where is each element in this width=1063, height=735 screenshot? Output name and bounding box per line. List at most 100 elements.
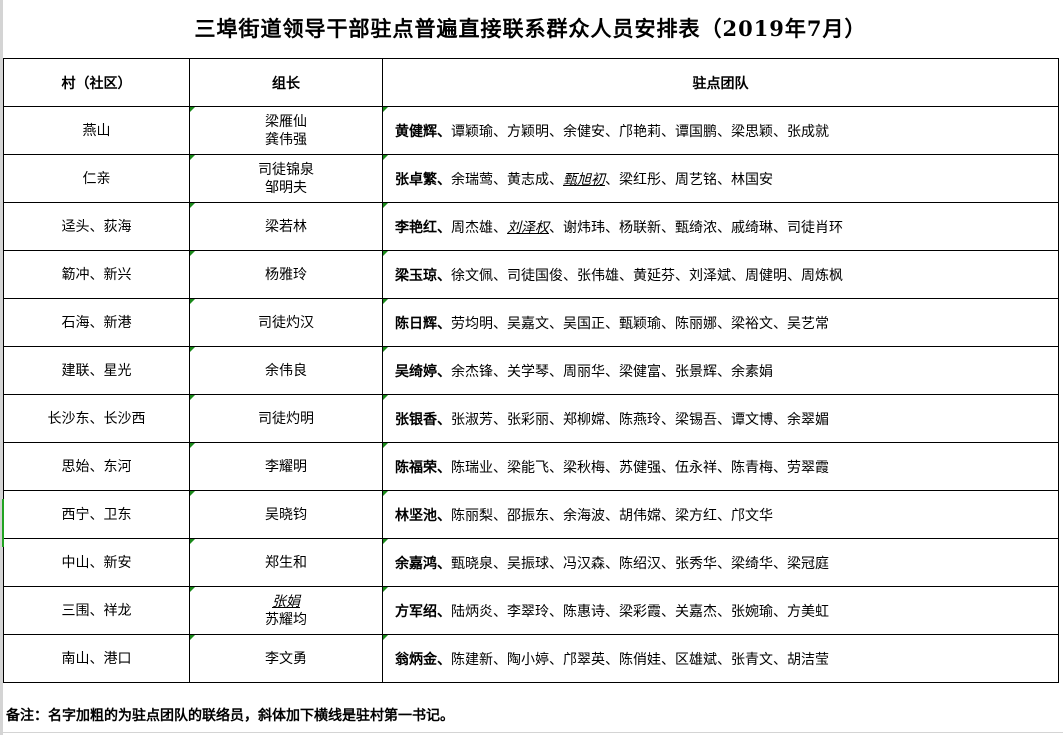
member-name: 张婉瑜 (731, 603, 773, 620)
separator: 、 (437, 363, 451, 380)
member-name: 余瑞莺 (451, 171, 493, 188)
team-cell[interactable]: 方军绍、陆炳炎、李翠玲、陈惠诗、梁彩霞、关嘉杰、张婉瑜、方美虹 (382, 586, 1059, 635)
member-name: 谭颖瑜 (451, 123, 493, 140)
sheet-gridline (3, 732, 1063, 733)
liaison-name: 张卓繁 (395, 171, 437, 188)
member-name: 陈丽梨 (451, 507, 493, 524)
separator: 、 (717, 651, 731, 668)
team-cell[interactable]: 梁玉琼、徐文佩、司徒国俊、张伟雄、黄延芬、刘泽斌、周健明、周炼枫 (382, 250, 1059, 299)
member-name: 陈燕玲 (619, 411, 661, 428)
member-name: 甄颖瑜 (619, 315, 661, 332)
leader-cell[interactable]: 司徒灼明 (189, 394, 383, 443)
team-cell[interactable]: 林坚池、陈丽梨、邵振东、余海波、胡伟嫦、梁方红、邝文华 (382, 490, 1059, 539)
liaison-name: 张银香 (395, 411, 437, 428)
liaison-name: 翁炳金 (395, 651, 437, 668)
village-cell[interactable]: 思始、东河 (3, 442, 190, 491)
separator: 、 (549, 507, 563, 524)
team-cell[interactable]: 黄健辉、谭颖瑜、方颖明、余健安、邝艳莉、谭国鹏、梁思颖、张成就 (382, 106, 1059, 155)
separator: 、 (773, 555, 787, 572)
village-cell[interactable]: 仁亲 (3, 154, 190, 203)
village-cell[interactable]: 西宁、卫东 (3, 490, 190, 539)
liaison-name: 方军绍 (395, 603, 437, 620)
separator: 、 (717, 459, 731, 476)
leader-cell[interactable]: 司徒灼汉 (189, 298, 383, 347)
team-cell[interactable]: 陈福荣、陈瑞业、梁能飞、梁秋梅、苏健强、伍永祥、陈青梅、劳翠霞 (382, 442, 1059, 491)
liaison-name: 黄健辉 (395, 123, 437, 140)
header-team[interactable]: 驻点团队 (382, 58, 1059, 107)
leader-cell[interactable]: 梁雁仙 龚伟强 (189, 106, 383, 155)
team-cell[interactable]: 余嘉鸿、甄晓泉、吴振球、冯汉森、陈绍汉、张秀华、梁绮华、梁冠庭 (382, 538, 1059, 587)
member-name: 梁锡吾 (675, 411, 717, 428)
separator: 、 (437, 315, 451, 332)
member-name: 陈青梅 (731, 459, 773, 476)
leader-cell[interactable]: 郑生和 (189, 538, 383, 587)
header-village[interactable]: 村（社区） (3, 58, 190, 107)
leader-cell[interactable]: 司徒锦泉 邹明夫 (189, 154, 383, 203)
member-name: 刘泽斌 (689, 267, 731, 284)
member-name: 关嘉杰 (675, 603, 717, 620)
leader-cell[interactable]: 吴晓钧 (189, 490, 383, 539)
separator: 、 (717, 507, 731, 524)
village-cell[interactable]: 燕山 (3, 106, 190, 155)
team-cell[interactable]: 翁炳金、陈建新、陶小婷、邝翠英、陈俏娃、区雄斌、张青文、胡洁莹 (382, 634, 1059, 683)
leader-cell[interactable]: 张娟 苏耀均 (189, 586, 383, 635)
separator: 、 (563, 267, 577, 284)
village-cell[interactable]: 石海、新港 (3, 298, 190, 347)
village-cell[interactable]: 三围、祥龙 (3, 586, 190, 635)
separator: 、 (773, 603, 787, 620)
member-name: 张彩丽 (507, 411, 549, 428)
table-row: 仁亲 司徒锦泉 邹明夫 张卓繁、余瑞莺、黄志成、甄旭初、梁红彤、周艺铭、林国安 (3, 154, 1059, 203)
leader-cell[interactable]: 李耀明 (189, 442, 383, 491)
team-cell[interactable]: 李艳红、周杰雄、刘泽权、谢炜玮、杨联新、甄绮浓、戚绮琳、司徒肖环 (382, 202, 1059, 251)
separator: 、 (549, 123, 563, 140)
village-cell[interactable]: 簕冲、新兴 (3, 250, 190, 299)
member-name: 张淑芳 (451, 411, 493, 428)
leader-cell[interactable]: 余伟良 (189, 346, 383, 395)
separator: 、 (437, 459, 451, 476)
member-name: 谭国鹏 (675, 123, 717, 140)
header-leader[interactable]: 组长 (189, 58, 383, 107)
team-cell[interactable]: 张银香、张淑芳、张彩丽、郑柳嫦、陈燕玲、梁锡吾、谭文博、余翠媚 (382, 394, 1059, 443)
leader-name: 梁雁仙 (265, 113, 307, 130)
team-cell[interactable]: 张卓繁、余瑞莺、黄志成、甄旭初、梁红彤、周艺铭、林国安 (382, 154, 1059, 203)
member-name: 余杰锋 (451, 363, 493, 380)
member-name: 吴艺常 (787, 315, 829, 332)
separator: 、 (437, 267, 451, 284)
separator: 、 (549, 171, 563, 188)
village-cell[interactable]: 建联、星光 (3, 346, 190, 395)
member-name: 吴振球 (507, 555, 549, 572)
liaison-name: 李艳红 (395, 219, 437, 236)
separator: 、 (549, 363, 563, 380)
village-cell[interactable]: 中山、新安 (3, 538, 190, 587)
team-cell[interactable]: 吴绮婷、余杰锋、关学琴、周丽华、梁健富、张景辉、余素娟 (382, 346, 1059, 395)
member-name: 周杰雄 (451, 219, 493, 236)
separator: 、 (773, 123, 787, 140)
separator: 、 (787, 267, 801, 284)
separator: 、 (661, 219, 675, 236)
member-name: 陈建新 (451, 651, 493, 668)
member-name: 陆炳炎 (451, 603, 493, 620)
leader-name: 李耀明 (265, 458, 307, 475)
leader-cell[interactable]: 杨雅玲 (189, 250, 383, 299)
separator: 、 (661, 555, 675, 572)
separator: 、 (605, 411, 619, 428)
separator: 、 (493, 363, 507, 380)
team-cell[interactable]: 陈日辉、劳均明、吴嘉文、吴国正、甄颖瑜、陈丽娜、梁裕文、吴艺常 (382, 298, 1059, 347)
village-cell[interactable]: 迳头、荻海 (3, 202, 190, 251)
separator: 、 (661, 171, 675, 188)
separator: 、 (605, 555, 619, 572)
leader-cell[interactable]: 梁若林 (189, 202, 383, 251)
village-cell[interactable]: 南山、港口 (3, 634, 190, 683)
liaison-name: 吴绮婷 (395, 363, 437, 380)
leader-cell[interactable]: 李文勇 (189, 634, 383, 683)
member-name: 司徒肖环 (787, 219, 843, 236)
member-name: 陶小婷 (507, 651, 549, 668)
village-cell[interactable]: 长沙东、长沙西 (3, 394, 190, 443)
member-name: 郑柳嫦 (563, 411, 605, 428)
separator: 、 (717, 171, 731, 188)
member-name: 吴国正 (563, 315, 605, 332)
separator: 、 (437, 411, 451, 428)
member-name: 周炼枫 (801, 267, 843, 284)
separator: 、 (773, 411, 787, 428)
member-name: 谭文博 (731, 411, 773, 428)
